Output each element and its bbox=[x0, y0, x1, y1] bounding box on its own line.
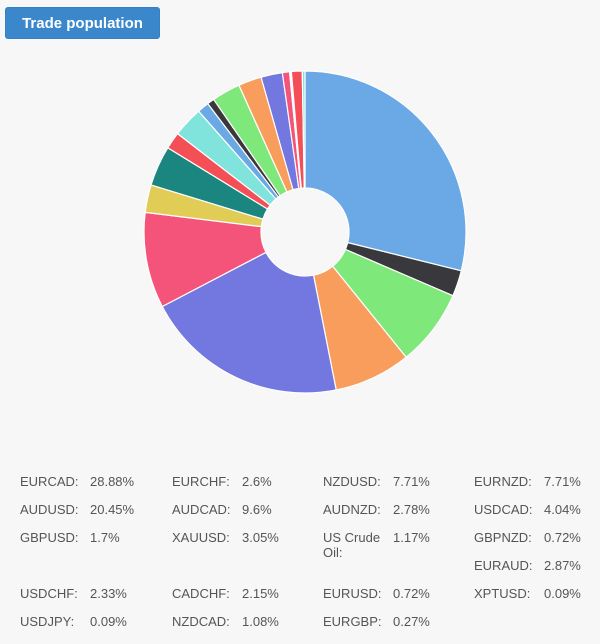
legend-item[interactable]: AUDUSD: 20.45% bbox=[20, 502, 160, 532]
legend-value: 2.78% bbox=[393, 502, 430, 517]
legend-value: 28.88% bbox=[90, 474, 135, 489]
legend-label: USDCAD: bbox=[474, 502, 533, 517]
legend-value: 0.27% bbox=[393, 614, 430, 629]
legend-label: XPTUSD: bbox=[474, 586, 531, 601]
legend-item[interactable]: GBPUSD: 1.7% bbox=[20, 530, 160, 560]
legend-item[interactable]: EURNZD: 7.71% bbox=[474, 474, 600, 504]
legend-item[interactable]: CADCHF: 2.15% bbox=[172, 586, 312, 616]
legend-label: EURAUD: bbox=[474, 558, 533, 573]
legend-item[interactable]: EURAUD: 2.87% bbox=[474, 558, 600, 588]
legend-item[interactable]: EURCHF: 2.6% bbox=[172, 474, 312, 504]
pie-slice-eurcad[interactable] bbox=[304, 70, 467, 272]
legend-item[interactable]: XPTUSD: 0.09% bbox=[474, 586, 600, 616]
pie-slice-audusd[interactable] bbox=[161, 251, 337, 394]
legend-label: AUDCAD: bbox=[172, 502, 231, 517]
legend-value: 2.87% bbox=[544, 558, 581, 573]
legend-item[interactable]: XAUUSD: 3.05% bbox=[172, 530, 312, 560]
legend-item[interactable]: NZDUSD: 7.71% bbox=[323, 474, 463, 504]
legend-label: GBPNZD: bbox=[474, 530, 532, 545]
legend-item[interactable]: US Crude Oil: 1.17% bbox=[323, 530, 463, 560]
trade-population-donut-chart bbox=[143, 70, 467, 394]
trade-population-button[interactable]: Trade population bbox=[5, 7, 160, 39]
legend-value: 0.09% bbox=[90, 614, 127, 629]
legend-label: USDCHF: bbox=[20, 586, 78, 601]
legend-item[interactable]: AUDNZD: 2.78% bbox=[323, 502, 463, 532]
legend-label: EURCHF: bbox=[172, 474, 230, 489]
legend-value: 1.7% bbox=[90, 530, 120, 545]
legend-value: 0.09% bbox=[544, 586, 581, 601]
legend-value: 1.08% bbox=[242, 614, 279, 629]
legend-label: EURGBP: bbox=[323, 614, 382, 629]
legend-value: 4.04% bbox=[544, 502, 581, 517]
legend-label: EURCAD: bbox=[20, 474, 79, 489]
legend-value: 7.71% bbox=[544, 474, 581, 489]
legend-value: 7.71% bbox=[393, 474, 430, 489]
legend-item[interactable]: EURCAD: 28.88% bbox=[20, 474, 160, 504]
legend-label: US Crude Oil: bbox=[323, 530, 381, 560]
legend-value: 0.72% bbox=[544, 530, 581, 545]
legend-label: GBPUSD: bbox=[20, 530, 79, 545]
legend-label: AUDUSD: bbox=[20, 502, 79, 517]
legend-value: 1.17% bbox=[393, 530, 430, 545]
legend-label: CADCHF: bbox=[172, 586, 230, 601]
pie-slice-audcad[interactable] bbox=[143, 211, 267, 308]
legend-item[interactable]: USDJPY: 0.09% bbox=[20, 614, 160, 644]
legend-value: 2.15% bbox=[242, 586, 279, 601]
legend-item[interactable]: NZDCAD: 1.08% bbox=[172, 614, 312, 644]
legend-label: USDJPY: bbox=[20, 614, 75, 629]
legend-item[interactable]: USDCHF: 2.33% bbox=[20, 586, 160, 616]
legend-value: 9.6% bbox=[242, 502, 272, 517]
legend-value: 2.6% bbox=[242, 474, 272, 489]
legend-value: 3.05% bbox=[242, 530, 279, 545]
legend-value: 2.33% bbox=[90, 586, 127, 601]
legend-value: 20.45% bbox=[90, 502, 135, 517]
legend-label: NZDUSD: bbox=[323, 474, 381, 489]
legend-item[interactable]: EURUSD: 0.72% bbox=[323, 586, 463, 616]
legend-item[interactable]: USDCAD: 4.04% bbox=[474, 502, 600, 532]
legend-label: NZDCAD: bbox=[172, 614, 230, 629]
legend-item[interactable]: AUDCAD: 9.6% bbox=[172, 502, 312, 532]
pie-slice-eurgbp[interactable] bbox=[301, 70, 306, 189]
legend-label: XAUUSD: bbox=[172, 530, 230, 545]
legend-item[interactable]: EURGBP: 0.27% bbox=[323, 614, 463, 644]
legend-value: 0.72% bbox=[393, 586, 430, 601]
legend-label: AUDNZD: bbox=[323, 502, 381, 517]
legend-label: EURNZD: bbox=[474, 474, 532, 489]
legend-label: EURUSD: bbox=[323, 586, 382, 601]
legend-item[interactable]: GBPNZD: 0.72% bbox=[474, 530, 600, 560]
